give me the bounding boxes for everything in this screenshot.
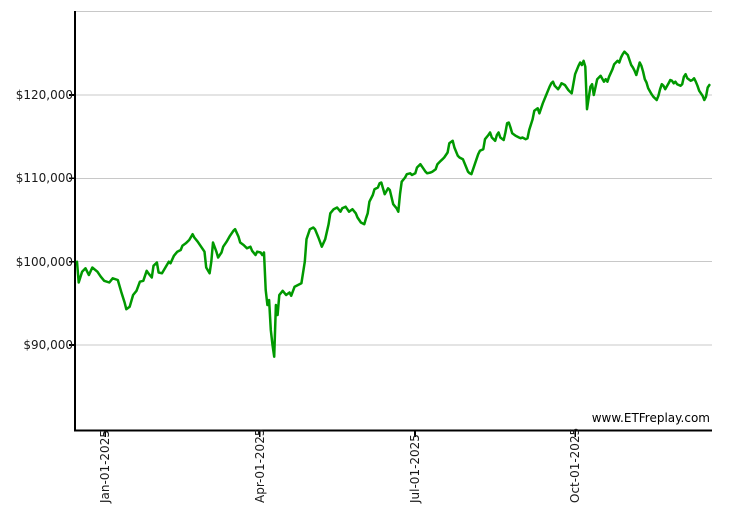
y-axis-tick-label: $90,000 [23,337,73,352]
x-axis-tick-label: Jan-01-2025 [98,430,113,503]
x-axis-tick-label: Jul-01-2025 [407,434,422,503]
y-axis-tick-label: $120,000 [15,88,73,102]
x-axis-tick-label: Oct-01-2025 [568,427,583,503]
x-axis-tick-label: Apr-01-2025 [252,428,267,503]
price-line[interactable] [75,50,711,358]
watermark-url: www.ETFreplay.com [591,411,710,425]
y-axis-tick-label: $110,000 [15,171,73,186]
y-axis-tick-label: $100,000 [15,254,73,269]
